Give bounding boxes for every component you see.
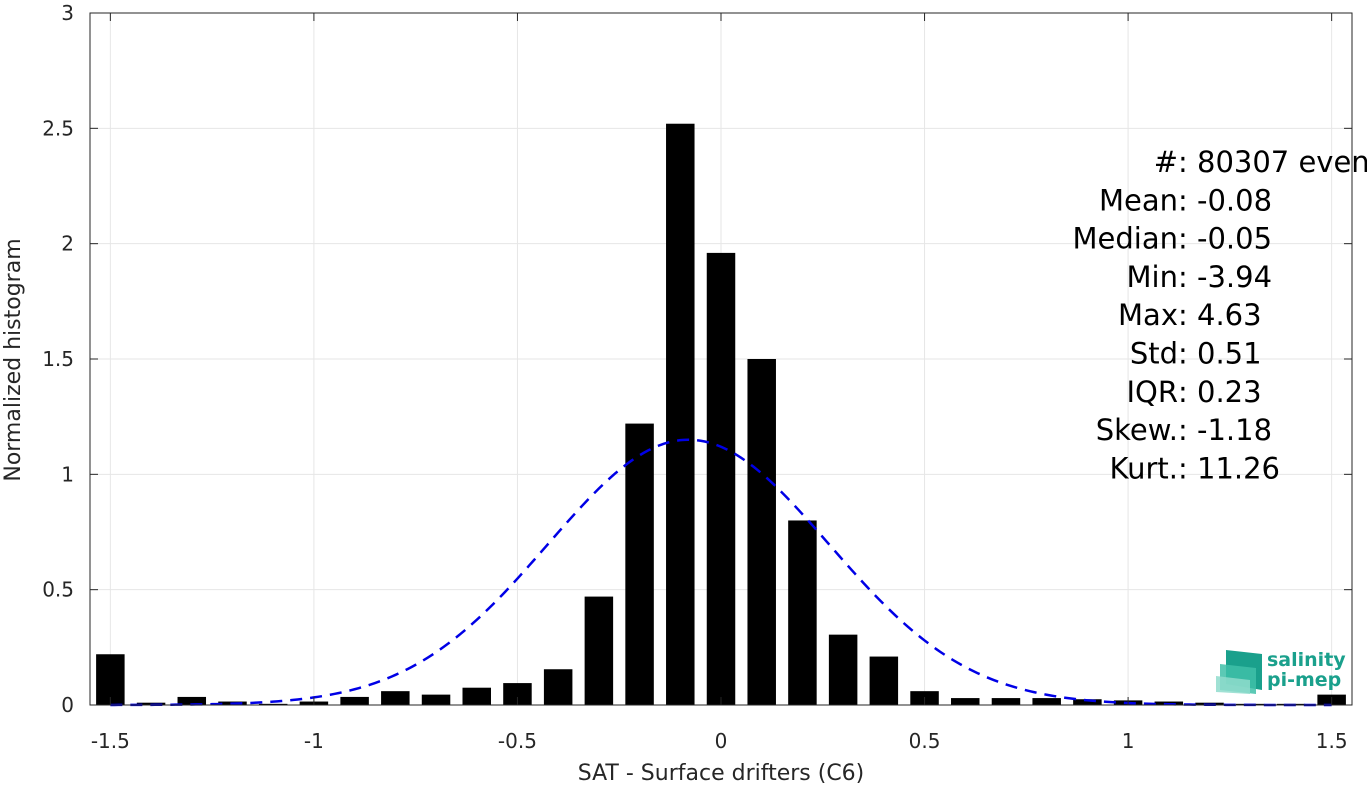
histogram-bar <box>991 698 1021 705</box>
logo-emblem-icon <box>1216 650 1262 694</box>
x-tick-label: 1.5 <box>1316 729 1348 753</box>
stat-label: # <box>1154 145 1178 179</box>
histogram-bar <box>1073 699 1102 705</box>
stat-value: : -1.18 <box>1178 413 1272 447</box>
y-tick-label: 3 <box>61 1 74 25</box>
x-tick-label: -1.5 <box>91 729 130 753</box>
x-tick-label: 0 <box>715 729 728 753</box>
logo-text-pi-mep: pi-mep <box>1267 669 1341 691</box>
stat-label: IQR <box>1126 375 1178 409</box>
histogram-bar <box>706 252 736 706</box>
y-tick-label: 2.5 <box>42 116 74 140</box>
stat-label: Std <box>1130 337 1178 371</box>
histogram-bar <box>462 687 491 705</box>
histogram-bar <box>258 703 288 705</box>
stat-value: : -3.94 <box>1178 260 1272 294</box>
y-tick-label: 1 <box>61 462 74 486</box>
histogram-bar <box>625 423 654 705</box>
x-tick-label: 0.5 <box>909 729 941 753</box>
logo-text-salinity: salinity <box>1267 649 1346 671</box>
y-tick-label: 2 <box>61 232 74 256</box>
stat-value: : 11.26 <box>1178 451 1280 485</box>
histogram-bar <box>1032 698 1061 705</box>
histogram-bar <box>503 683 532 705</box>
x-tick-label: 1 <box>1122 729 1135 753</box>
y-axis-label: Normalized histogram <box>1 238 26 481</box>
histogram-bar <box>340 696 369 705</box>
histogram-bar <box>177 696 207 705</box>
histogram-bar <box>788 520 817 705</box>
y-tick-label: 0 <box>61 693 74 717</box>
salinity-pi-mep-logo: salinity pi-mep <box>1216 649 1346 694</box>
histogram-bar <box>747 359 776 705</box>
histogram-bar <box>828 634 858 705</box>
histogram-bar <box>421 694 451 705</box>
stat-value: : -0.08 <box>1178 183 1272 217</box>
y-axis-ticks: 0 0.5 1 1.5 2 2.5 3 <box>42 1 1352 717</box>
histogram-bars <box>96 123 1346 706</box>
stat-value: : -0.05 <box>1178 222 1272 256</box>
x-axis-label: SAT - Surface drifters (C6) <box>578 761 865 785</box>
histogram-bar <box>951 698 980 705</box>
y-tick-label: 0.5 <box>42 578 74 602</box>
histogram-bar <box>381 691 410 705</box>
stat-label: Mean <box>1099 183 1178 217</box>
stat-label: Max <box>1118 298 1178 332</box>
histogram-bar <box>666 123 695 706</box>
histogram-bar <box>96 654 125 705</box>
stat-label: Median <box>1073 222 1178 256</box>
stat-value: : 4.63 <box>1178 298 1262 332</box>
x-axis-ticks: -1.5 -1 -0.5 0 0.5 1 1.5 <box>91 13 1348 753</box>
x-tick-label: -1 <box>304 729 324 753</box>
histogram-bar <box>543 669 573 705</box>
stat-label: Min <box>1127 260 1178 294</box>
stat-label: Kurt. <box>1110 451 1178 485</box>
x-tick-label: -0.5 <box>498 729 537 753</box>
stat-label: Skew. <box>1096 413 1178 447</box>
y-tick-label: 1.5 <box>42 347 74 371</box>
histogram-bar <box>584 596 614 705</box>
stat-value: : 0.51 <box>1178 337 1262 371</box>
histogram-bar <box>869 656 899 705</box>
stat-value: : 0.23 <box>1178 375 1262 409</box>
stat-value: : 80307 events <box>1178 145 1367 179</box>
